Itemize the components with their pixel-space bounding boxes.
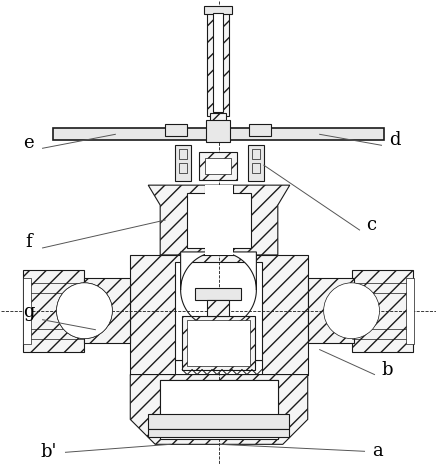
Circle shape — [324, 283, 379, 339]
Bar — [206, 120, 230, 142]
Polygon shape — [130, 374, 308, 445]
Bar — [23, 278, 31, 344]
Bar — [205, 185, 233, 255]
Bar — [308, 278, 354, 343]
Bar — [23, 270, 84, 352]
Polygon shape — [148, 185, 290, 255]
Polygon shape — [175, 262, 262, 359]
Bar — [204, 6, 232, 13]
Bar — [249, 124, 271, 136]
Circle shape — [56, 283, 112, 339]
Polygon shape — [130, 255, 308, 374]
Bar — [406, 278, 414, 344]
Text: f: f — [25, 233, 32, 251]
Bar — [252, 163, 260, 173]
Bar — [179, 163, 187, 173]
Bar — [182, 316, 255, 370]
Bar — [187, 320, 250, 365]
Bar — [199, 152, 237, 180]
Bar — [207, 9, 229, 116]
Bar — [195, 288, 241, 300]
Bar — [148, 414, 289, 429]
Bar — [175, 145, 191, 181]
Text: d: d — [388, 131, 400, 149]
Text: c: c — [367, 216, 377, 234]
Bar — [160, 379, 278, 439]
Bar — [148, 429, 289, 438]
Bar — [207, 300, 229, 316]
Text: g: g — [23, 303, 35, 321]
Text: b: b — [382, 360, 393, 379]
Polygon shape — [160, 379, 278, 414]
Circle shape — [56, 283, 112, 339]
Bar — [252, 149, 260, 159]
Bar — [205, 158, 231, 174]
Polygon shape — [187, 193, 251, 248]
Bar — [179, 149, 187, 159]
Polygon shape — [180, 252, 257, 290]
Bar — [52, 128, 385, 140]
Bar — [213, 13, 223, 113]
Text: e: e — [23, 134, 34, 152]
Bar — [84, 278, 130, 343]
Bar — [165, 124, 187, 136]
Text: b': b' — [40, 443, 57, 461]
Text: a: a — [372, 442, 383, 460]
Bar — [248, 145, 264, 181]
Bar — [210, 113, 226, 128]
Bar — [352, 270, 413, 352]
